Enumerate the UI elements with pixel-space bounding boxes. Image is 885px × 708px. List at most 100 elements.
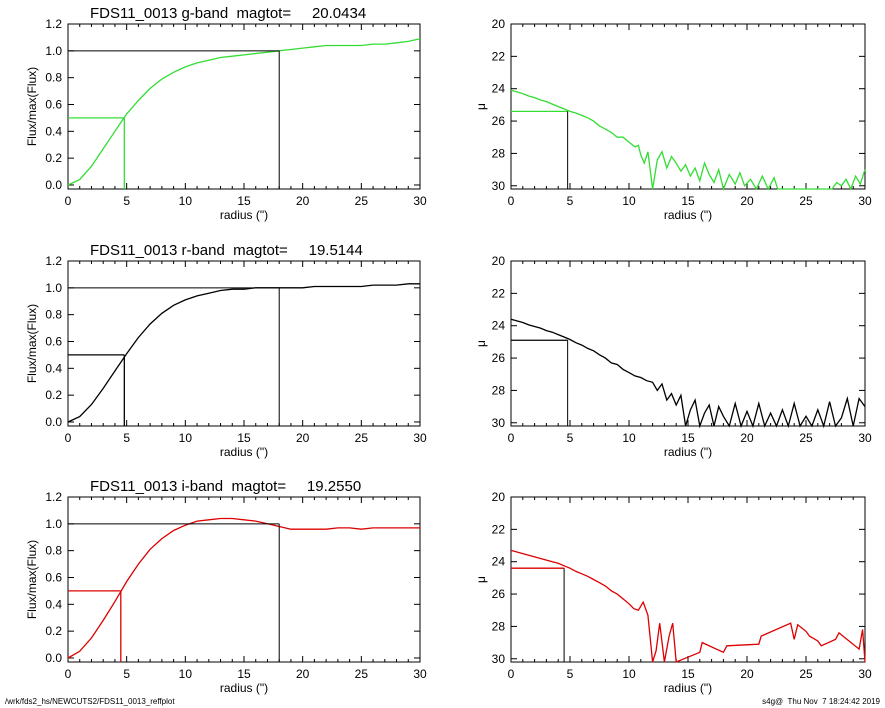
y-tick-label: 0.8 [45, 71, 62, 85]
panel-title: FDS11_0013 i-band magtot= 19.2550 [90, 478, 361, 495]
y-axis-label: Flux/max(Flux) [25, 67, 39, 146]
y-tick-label: 1.0 [45, 517, 62, 531]
y-axis-label: μ [474, 576, 488, 583]
y-tick-label: 28 [492, 619, 506, 633]
y-tick-label: 28 [492, 383, 506, 397]
x-tick-label: 25 [355, 431, 369, 445]
y-tick-label: 0.0 [45, 178, 62, 192]
y-tick-label: 0.6 [45, 570, 62, 584]
series-line [67, 38, 421, 186]
x-tick-label: 10 [622, 667, 636, 681]
y-axis-label: μ [474, 103, 488, 110]
x-tick-label: 10 [179, 431, 193, 445]
series-line [67, 517, 420, 659]
x-tick-label: 20 [296, 667, 310, 681]
y-tick-label: 20 [492, 490, 506, 504]
x-tick-label: 30 [413, 667, 427, 681]
x-tick-label: 10 [179, 194, 193, 208]
y-tick-label: 0.2 [45, 151, 62, 165]
y-tick-label: 26 [492, 587, 506, 601]
y-tick-label: 0.0 [45, 415, 62, 429]
y-axis-label: μ [474, 340, 488, 347]
y-tick-label: 20 [492, 17, 506, 31]
panel-4: 0 5 10 15 20 25 30 0.0 0.2 0.4 0.6 0.8 1.0 1.2 radius … [25, 478, 427, 695]
x-tick-label: 25 [355, 194, 369, 208]
x-tick-label: 5 [567, 194, 574, 208]
series-line [510, 318, 866, 429]
plot-frame [67, 23, 421, 190]
y-tick-label: 30 [492, 416, 506, 430]
x-axis-label: radius (") [220, 681, 268, 695]
panel-2: 0 5 10 15 20 25 30 0.0 0.2 0.4 0.6 0.8 1.0 1.2 radius … [25, 242, 427, 459]
x-tick-label: 15 [681, 194, 695, 208]
y-tick-label: 0.4 [45, 124, 62, 138]
y-tick-label: 30 [492, 179, 506, 193]
x-tick-label: 20 [296, 194, 310, 208]
x-tick-label: 30 [413, 431, 427, 445]
x-tick-label: 25 [799, 194, 813, 208]
file-path-footer: /wrk/fds2_hs/NEWCUTS2/FDS11_0013_reffplo… [5, 697, 175, 706]
panel-3: 0 5 10 15 20 25 30 20 22 24 26 28 30 radius (") μ [474, 254, 872, 459]
y-tick-label: 0.2 [45, 388, 62, 402]
y-tick-label: 24 [492, 82, 506, 96]
panel-title: FDS11_0013 r-band magtot= 19.5144 [90, 242, 363, 259]
x-tick-label: 5 [567, 431, 574, 445]
y-tick-label: 0.8 [45, 544, 62, 558]
panel-title: FDS11_0013 g-band magtot= 20.0434 [90, 5, 366, 22]
plot-frame [510, 23, 866, 190]
y-tick-label: 0.6 [45, 97, 62, 111]
timestamp-footer: s4g@ Thu Nov 7 18:24:42 2019 [762, 697, 880, 706]
panel-5: 0 5 10 15 20 25 30 20 22 24 26 28 30 radius (") μ [474, 490, 872, 695]
series-line [510, 549, 866, 663]
y-tick-label: 1.2 [45, 254, 62, 268]
x-axis-label: radius (") [664, 445, 712, 459]
x-tick-label: 30 [858, 431, 872, 445]
x-tick-label: 20 [740, 194, 754, 208]
plot-frame [510, 260, 866, 427]
y-tick-label: 1.2 [45, 17, 62, 31]
y-tick-label: 24 [492, 555, 506, 569]
x-tick-label: 25 [355, 667, 369, 681]
x-axis-label: radius (") [664, 681, 712, 695]
x-axis-label: radius (") [220, 208, 268, 222]
y-tick-label: 22 [492, 49, 506, 63]
y-tick-label: 0.4 [45, 597, 62, 611]
y-tick-label: 0.8 [45, 308, 62, 322]
y-tick-label: 0.0 [45, 651, 62, 665]
y-axis-label: Flux/max(Flux) [25, 304, 39, 383]
y-tick-label: 22 [492, 286, 506, 300]
y-tick-label: 24 [492, 319, 506, 333]
x-tick-label: 10 [622, 431, 636, 445]
x-tick-label: 15 [237, 194, 251, 208]
series-line [67, 283, 420, 423]
x-tick-label: 0 [65, 194, 72, 208]
x-axis-label: radius (") [664, 208, 712, 222]
y-tick-label: 0.4 [45, 361, 62, 375]
x-tick-label: 15 [237, 667, 251, 681]
x-tick-label: 0 [508, 431, 515, 445]
panel-1: 0 5 10 15 20 25 30 20 22 24 26 28 30 radius (") μ [474, 17, 872, 222]
x-tick-label: 15 [681, 431, 695, 445]
x-tick-label: 0 [508, 667, 515, 681]
x-tick-label: 0 [508, 194, 515, 208]
x-tick-label: 5 [123, 194, 130, 208]
x-tick-label: 30 [413, 194, 427, 208]
x-tick-label: 5 [123, 431, 130, 445]
y-tick-label: 0.2 [45, 624, 62, 638]
y-tick-label: 26 [492, 114, 506, 128]
x-tick-label: 0 [65, 431, 72, 445]
panel-0: 0 5 10 15 20 25 30 0.0 0.2 0.4 0.6 0.8 1.0 1.2 radius … [25, 5, 427, 222]
y-axis-label: Flux/max(Flux) [25, 540, 39, 619]
series-line [510, 89, 866, 192]
x-tick-label: 25 [799, 667, 813, 681]
y-tick-label: 30 [492, 652, 506, 666]
x-tick-label: 0 [65, 667, 72, 681]
y-tick-label: 0.6 [45, 334, 62, 348]
x-tick-label: 30 [858, 194, 872, 208]
y-tick-label: 26 [492, 351, 506, 365]
x-tick-label: 15 [681, 667, 695, 681]
x-tick-label: 30 [858, 667, 872, 681]
x-axis-label: radius (") [220, 445, 268, 459]
x-tick-label: 25 [799, 431, 813, 445]
